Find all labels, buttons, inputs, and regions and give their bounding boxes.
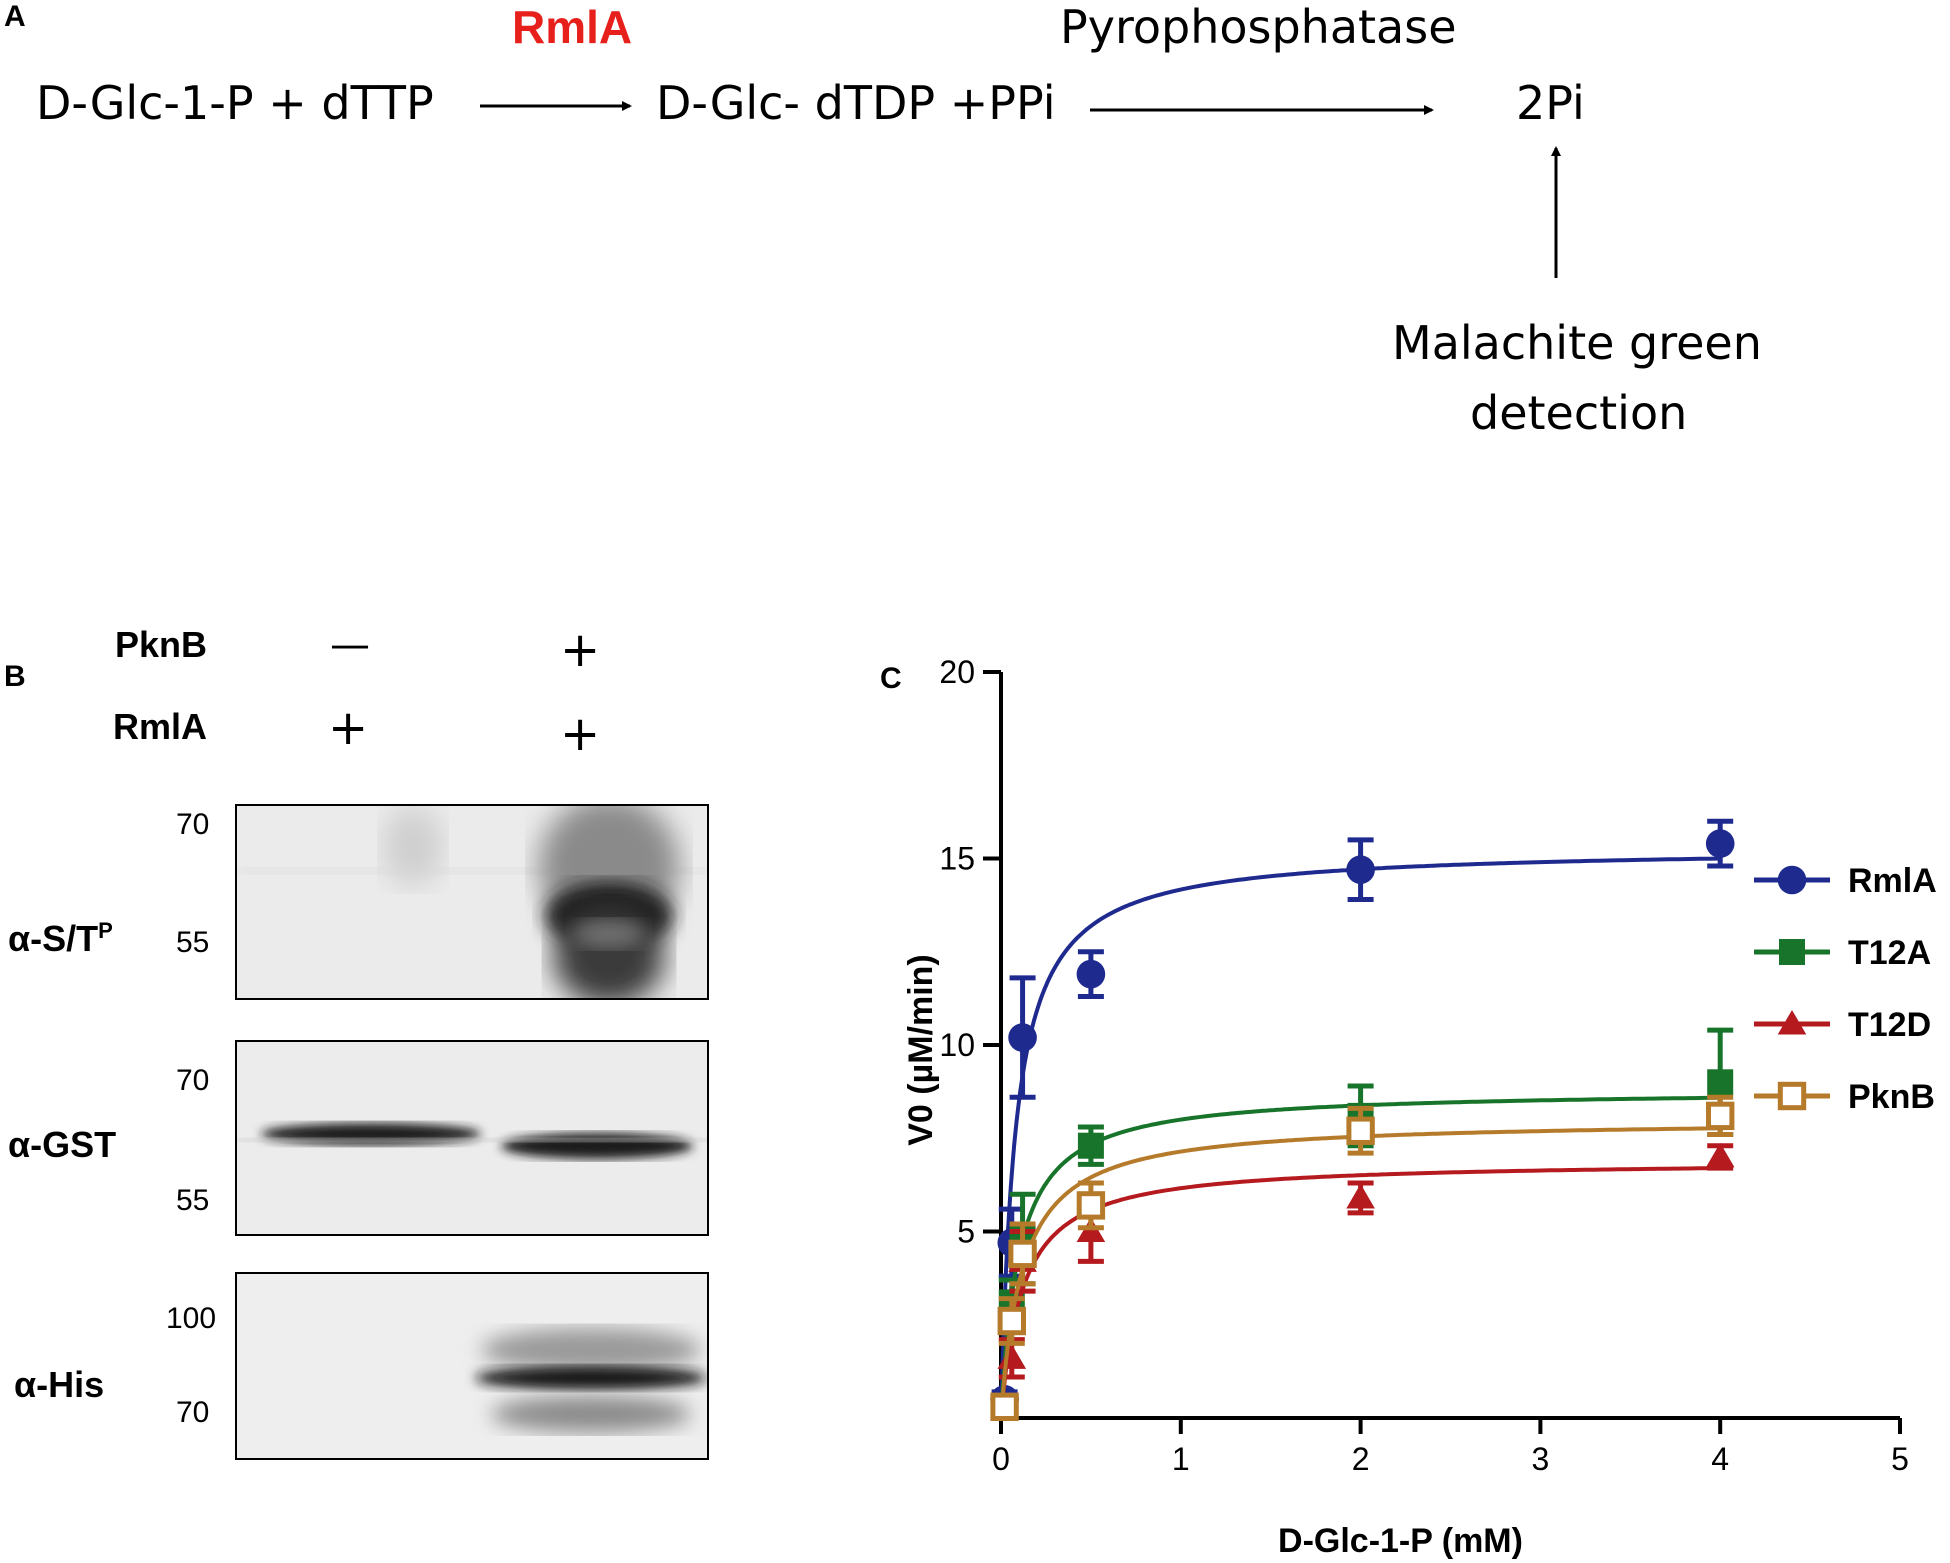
point-t12a-5 <box>1707 1069 1734 1096</box>
point-pknb-0 <box>990 1392 1019 1422</box>
legend-marker-pknb <box>1777 1081 1807 1111</box>
panel-a-letter: A <box>4 0 26 33</box>
point-rmla-2 <box>1008 1023 1037 1052</box>
point-pknb-5 <box>1706 1101 1735 1131</box>
y-tick-label-10: 10 <box>939 1027 975 1063</box>
legend-label-t12a: T12A <box>1848 934 1931 972</box>
fit-curve-t12d <box>999 1166 1721 1419</box>
legend-marker-rmla <box>1777 865 1807 895</box>
reaction-substrate: D-Glc-1-P + dTTP <box>36 76 434 130</box>
x-tick-label-1: 1 <box>1172 1441 1190 1477</box>
blot2-antibody-label: α-GST <box>8 1124 117 1165</box>
x-tick-label-2: 2 <box>1352 1441 1370 1477</box>
enzyme-rmla-label: RmlA <box>512 1 633 53</box>
legend-marker-t12d <box>1777 1009 1807 1035</box>
blot-phospho-ser-thr <box>235 804 709 1000</box>
x-tick-label-0: 0 <box>992 1441 1010 1477</box>
reaction-product: D-Glc- dTDP +PPi <box>656 76 1056 130</box>
blot3-antibody-label: α-His <box>14 1364 105 1405</box>
panel-b-letter: B <box>4 660 26 693</box>
enzyme-pyrophosphatase-label: Pyrophosphatase <box>1060 0 1457 54</box>
fit-curve-pknb <box>999 1126 1721 1419</box>
blot2-mw-bottom: 55 <box>176 1184 210 1217</box>
fit-curve-rmla <box>999 856 1721 1419</box>
blot1-mw-top: 70 <box>176 808 210 841</box>
point-t12d-4 <box>1346 1183 1375 1209</box>
point-pknb-1 <box>997 1306 1026 1336</box>
row-label-pknb: PknB <box>115 624 208 665</box>
pknb-lane2-sign: + <box>560 622 601 678</box>
legend-label-pknb: PknB <box>1848 1078 1935 1116</box>
y-tick-label-5: 5 <box>957 1214 975 1250</box>
x-tick-label-3: 3 <box>1532 1441 1550 1477</box>
point-rmla-5 <box>1705 829 1735 858</box>
point-pknb-4 <box>1346 1116 1375 1145</box>
y-axis-title: V0 (µM/min) <box>902 954 940 1145</box>
blot1-mw-bottom: 55 <box>176 926 210 959</box>
point-t12d-5 <box>1705 1142 1735 1168</box>
blot-gst <box>235 1040 709 1236</box>
blot-his <box>235 1272 709 1460</box>
x-axis-title: D-Glc-1-P (mM) <box>1278 1522 1523 1560</box>
reaction-final-product: 2Pi <box>1516 76 1585 130</box>
pknb-lane1-sign: — <box>330 622 370 668</box>
x-tick-label-5: 5 <box>1891 1441 1909 1477</box>
panel-c-letter: C <box>880 662 902 695</box>
blot1-antibody-text: α-S/T <box>8 918 99 959</box>
point-t12a-3 <box>1077 1132 1104 1159</box>
point-pknb-3 <box>1076 1191 1106 1220</box>
rmla-lane1-sign: + <box>328 700 369 756</box>
detection-line-1: Malachite green <box>1392 316 1762 370</box>
blot2-mw-top: 70 <box>176 1064 210 1097</box>
blot3-mw-bottom: 70 <box>176 1396 210 1429</box>
blot1-antibody-label: α-S/TP <box>8 918 113 960</box>
point-rmla-4 <box>1346 855 1375 884</box>
blot3-mw-top: 100 <box>166 1302 217 1335</box>
blot1-antibody-sup: P <box>98 918 113 943</box>
legend-label-rmla: RmlA <box>1848 862 1937 900</box>
point-pknb-2 <box>1008 1239 1037 1269</box>
detection-line-2: detection <box>1470 386 1688 440</box>
y-tick-label-20: 20 <box>939 654 975 690</box>
x-tick-label-4: 4 <box>1711 1441 1729 1477</box>
blot2-bands <box>237 1042 707 1234</box>
y-tick-label-15: 15 <box>939 841 975 877</box>
row-label-rmla: RmlA <box>113 706 208 747</box>
rmla-lane2-sign: + <box>560 706 601 762</box>
legend-label-t12d: T12D <box>1848 1006 1931 1044</box>
legend-marker-t12a <box>1779 939 1805 965</box>
blot3-bands <box>237 1274 707 1458</box>
fit-curve-t12a <box>999 1095 1721 1419</box>
blot1-bands <box>237 806 707 998</box>
point-rmla-3 <box>1076 959 1106 989</box>
